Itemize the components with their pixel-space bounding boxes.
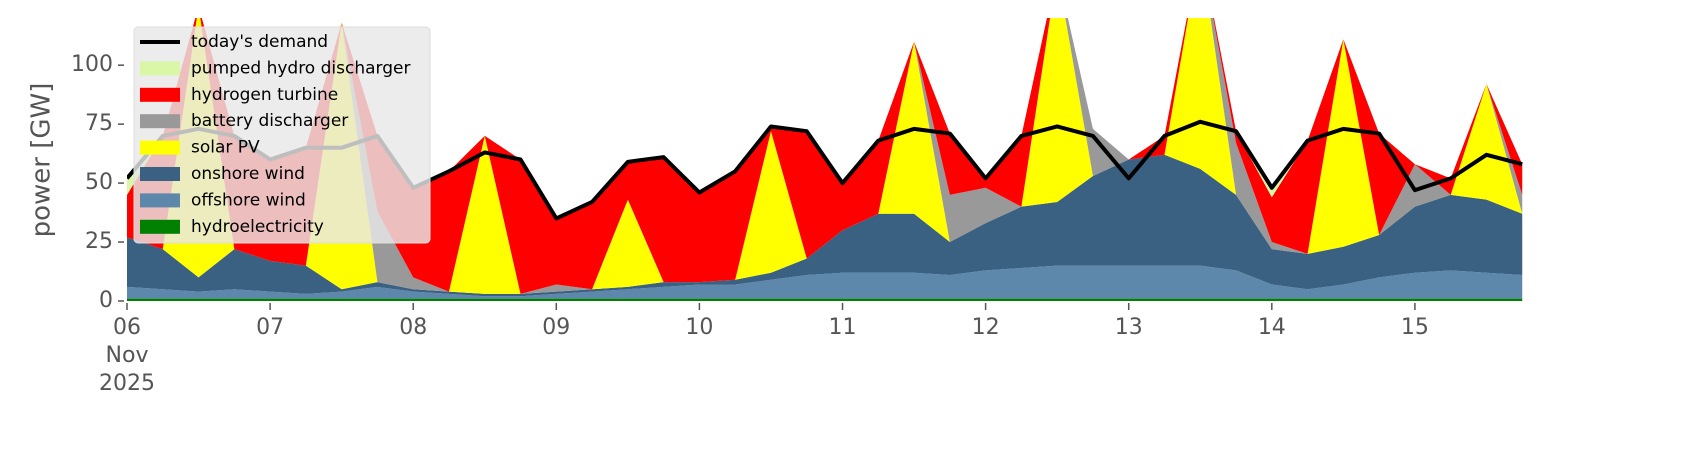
x-tick-label: 13 bbox=[1114, 315, 1143, 340]
legend-label: onshore wind bbox=[191, 164, 305, 184]
legend-label: pumped hydro discharger bbox=[191, 58, 410, 78]
y-tick-label: 25 bbox=[85, 229, 113, 254]
x-tick-label: 11 bbox=[828, 315, 857, 340]
x-tick-label: 10 bbox=[685, 315, 714, 340]
legend: today's demand pumped hydro discharger hyd… bbox=[133, 26, 431, 244]
legend-swatch bbox=[140, 140, 180, 155]
legend-label: hydrogen turbine bbox=[191, 85, 338, 105]
x-tick-label: 08 bbox=[399, 315, 428, 340]
y-tick-label: 0 bbox=[99, 288, 113, 313]
legend-box bbox=[133, 26, 431, 244]
x-tick-label: 06 Nov 2025 bbox=[99, 315, 155, 396]
legend-swatch bbox=[140, 114, 180, 129]
area bbox=[127, 18, 1523, 294]
area bbox=[127, 298, 1523, 301]
legend-label: hydroelectricity bbox=[191, 217, 324, 237]
area bbox=[127, 265, 1523, 299]
area bbox=[127, 154, 1523, 297]
legend-swatch bbox=[140, 219, 180, 234]
x-tick-label: 12 bbox=[971, 315, 1000, 340]
x-tick-label: 14 bbox=[1257, 315, 1286, 340]
legend-swatch bbox=[140, 193, 180, 208]
legend-swatch bbox=[140, 167, 180, 181]
axes: 0 25 50 75 100 bbox=[71, 52, 1416, 313]
y-axis-label: power [GW] bbox=[27, 83, 57, 238]
y-tick-label: 50 bbox=[85, 170, 113, 195]
x-tick-label: 09 bbox=[542, 315, 571, 340]
legend-label: solar PV bbox=[191, 138, 260, 158]
legend-swatch bbox=[140, 61, 180, 76]
area bbox=[127, 18, 1523, 294]
x-tick-label: 07 bbox=[256, 315, 285, 340]
legend-label: battery discharger bbox=[191, 111, 348, 131]
legend-label: today's demand bbox=[191, 32, 328, 52]
legend-label: offshore wind bbox=[191, 190, 306, 210]
y-tick-label: 100 bbox=[71, 52, 113, 77]
legend-swatch bbox=[140, 87, 180, 102]
y-tick-label: 75 bbox=[85, 111, 113, 136]
x-tick-label: 15 bbox=[1400, 315, 1429, 340]
